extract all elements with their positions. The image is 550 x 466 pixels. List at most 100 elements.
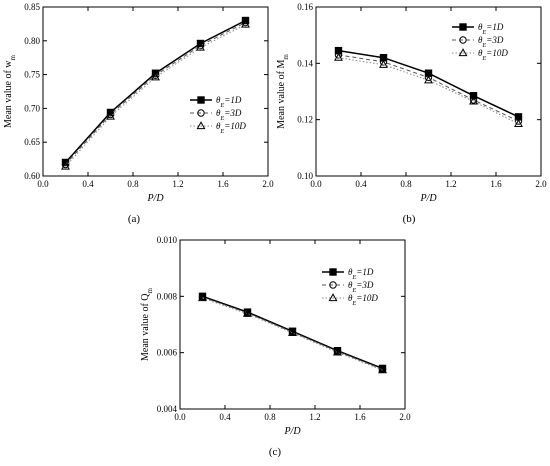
data-point-series-3 bbox=[333, 347, 342, 356]
chart-panel-1: 0.0 0.4 0.8 1.2 1.6 2.0 0.60 0.65 0.70 0.75 0.80 0.… bbox=[3, 2, 274, 225]
y-tick-label: 0.006 bbox=[157, 348, 178, 358]
data-point-series-2 bbox=[514, 117, 523, 125]
legend-marker bbox=[329, 268, 337, 276]
x-tick-label: 0.0 bbox=[37, 179, 49, 189]
series-line-3 bbox=[202, 297, 383, 371]
x-tick-label: 1.6 bbox=[217, 179, 229, 189]
y-tick-label: 0.16 bbox=[297, 2, 313, 12]
data-point-series-3 bbox=[61, 161, 70, 170]
x-tick-label: 0.4 bbox=[82, 179, 94, 189]
data-point-series-3 bbox=[106, 111, 115, 120]
data-point-series-2 bbox=[241, 18, 250, 27]
x-tick-label: 1.2 bbox=[309, 412, 320, 422]
legend-marker bbox=[328, 293, 338, 302]
x-tick-label: 0.0 bbox=[310, 179, 322, 189]
x-axis-title: P/D bbox=[146, 193, 164, 204]
series-line-2 bbox=[338, 54, 519, 122]
legend-marker bbox=[458, 48, 468, 57]
y-tick-label: 0.10 bbox=[297, 171, 313, 181]
data-point-series-3 bbox=[514, 119, 523, 127]
legend-marker bbox=[459, 23, 467, 31]
x-tick-label: 1.2 bbox=[445, 179, 456, 189]
y-tick-label: 0.004 bbox=[157, 404, 178, 414]
data-point-series-3 bbox=[241, 19, 250, 28]
y-axis-title: Mean value of Qm bbox=[140, 287, 154, 360]
legend-marker bbox=[197, 109, 205, 117]
data-point-series-3 bbox=[469, 96, 478, 105]
legend-marker bbox=[459, 36, 467, 44]
y-tick-label: 0.008 bbox=[157, 291, 178, 301]
panel-label: (c) bbox=[269, 446, 282, 458]
y-tick-label: 0.010 bbox=[157, 235, 178, 245]
data-point-series-3 bbox=[151, 72, 160, 81]
x-tick-label: 1.6 bbox=[490, 179, 502, 189]
chart-panel-3: 0.0 0.4 0.8 1.2 1.6 2.0 0.004 0.006 0.008 0.010 P/… bbox=[140, 235, 411, 458]
data-point-series-3 bbox=[334, 52, 343, 61]
data-point-series-2 bbox=[424, 73, 433, 82]
data-point-series-3 bbox=[196, 42, 205, 51]
panel-label: (a) bbox=[128, 213, 141, 225]
x-axis-title: P/D bbox=[283, 426, 301, 437]
data-point-series-2 bbox=[196, 41, 205, 50]
data-point-series-3 bbox=[288, 328, 297, 337]
data-point-series-2 bbox=[61, 160, 70, 169]
legend-marker bbox=[197, 96, 205, 104]
plot-frame bbox=[42, 6, 269, 177]
series-line-1 bbox=[338, 49, 519, 118]
x-tick-label: 0.0 bbox=[174, 412, 186, 422]
series-line-3 bbox=[65, 24, 246, 167]
x-tick-label: 0.8 bbox=[127, 179, 139, 189]
plot-frame bbox=[315, 6, 542, 177]
y-tick-label: 0.75 bbox=[24, 70, 40, 80]
legend-entry: θE=10D bbox=[478, 48, 508, 62]
series-line-3 bbox=[338, 57, 519, 125]
chart-panel-2: 0.0 0.4 0.8 1.2 1.6 2.0 0.10 0.12 0.14 0.16 P/D Mea… bbox=[276, 2, 547, 225]
data-point-series-3 bbox=[379, 59, 388, 68]
y-tick-label: 0.60 bbox=[24, 171, 40, 181]
legend-entry: θE=3D bbox=[216, 108, 242, 122]
legend-entry: θE=3D bbox=[348, 280, 374, 294]
x-tick-label: 2.0 bbox=[399, 412, 411, 422]
plot-frame bbox=[179, 239, 406, 410]
data-point-series-2 bbox=[106, 110, 115, 119]
y-tick-label: 0.80 bbox=[24, 36, 40, 46]
legend-entry: θE=10D bbox=[348, 293, 378, 307]
y-tick-label: 0.65 bbox=[24, 137, 40, 147]
y-tick-label: 0.85 bbox=[24, 2, 40, 12]
y-tick-label: 0.70 bbox=[24, 103, 40, 113]
legend-entry: θE=1D bbox=[478, 22, 504, 36]
x-tick-label: 1.2 bbox=[172, 179, 183, 189]
series-line-1 bbox=[64, 19, 246, 163]
legend-entry: θE=3D bbox=[478, 35, 504, 49]
legend-marker bbox=[329, 281, 337, 289]
y-axis-title: Mean value of wm bbox=[3, 54, 17, 127]
x-tick-label: 0.8 bbox=[264, 412, 276, 422]
x-tick-label: 0.4 bbox=[355, 179, 367, 189]
series-line-2 bbox=[65, 22, 246, 165]
y-axis-title: Mean value of Mm bbox=[276, 54, 290, 129]
x-tick-label: 2.0 bbox=[262, 179, 274, 189]
x-tick-label: 0.8 bbox=[400, 179, 412, 189]
x-tick-label: 1.6 bbox=[354, 412, 366, 422]
data-point-series-3 bbox=[243, 308, 252, 317]
x-axis-title: P/D bbox=[419, 193, 437, 204]
panel-label: (b) bbox=[403, 213, 416, 225]
legend-entry: θE=1D bbox=[348, 267, 374, 281]
data-point-series-3 bbox=[198, 293, 207, 302]
data-point-series-1 bbox=[469, 92, 478, 100]
data-point-series-3 bbox=[378, 365, 387, 374]
y-tick-label: 0.14 bbox=[297, 58, 313, 68]
legend-entry: θE=1D bbox=[216, 95, 242, 109]
x-tick-label: 2.0 bbox=[535, 179, 547, 189]
series-line-2 bbox=[202, 296, 383, 370]
data-point-series-3 bbox=[424, 75, 433, 84]
legend-entry: θE=10D bbox=[216, 121, 246, 135]
legend-marker bbox=[196, 121, 206, 130]
y-tick-label: 0.12 bbox=[297, 115, 313, 125]
x-tick-label: 0.4 bbox=[219, 412, 231, 422]
